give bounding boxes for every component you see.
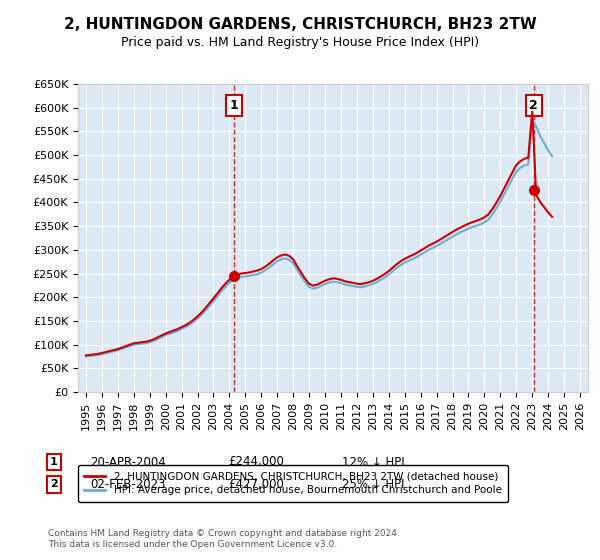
Text: £244,000: £244,000 [228, 455, 284, 469]
Text: 2, HUNTINGDON GARDENS, CHRISTCHURCH, BH23 2TW: 2, HUNTINGDON GARDENS, CHRISTCHURCH, BH2… [64, 17, 536, 32]
Text: 1: 1 [230, 99, 239, 112]
Text: 25% ↓ HPI: 25% ↓ HPI [342, 478, 404, 491]
Text: Price paid vs. HM Land Registry's House Price Index (HPI): Price paid vs. HM Land Registry's House … [121, 36, 479, 49]
Text: 20-APR-2004: 20-APR-2004 [90, 455, 166, 469]
Text: £427,000: £427,000 [228, 478, 284, 491]
Text: 02-FEB-2023: 02-FEB-2023 [90, 478, 166, 491]
Text: 1: 1 [50, 457, 58, 467]
Text: Contains HM Land Registry data © Crown copyright and database right 2024.
This d: Contains HM Land Registry data © Crown c… [48, 529, 400, 549]
Text: 2: 2 [50, 479, 58, 489]
Legend: 2, HUNTINGDON GARDENS, CHRISTCHURCH, BH23 2TW (detached house), HPI: Average pri: 2, HUNTINGDON GARDENS, CHRISTCHURCH, BH2… [78, 465, 508, 502]
Text: 12% ↓ HPI: 12% ↓ HPI [342, 455, 404, 469]
Text: 2: 2 [529, 99, 538, 112]
